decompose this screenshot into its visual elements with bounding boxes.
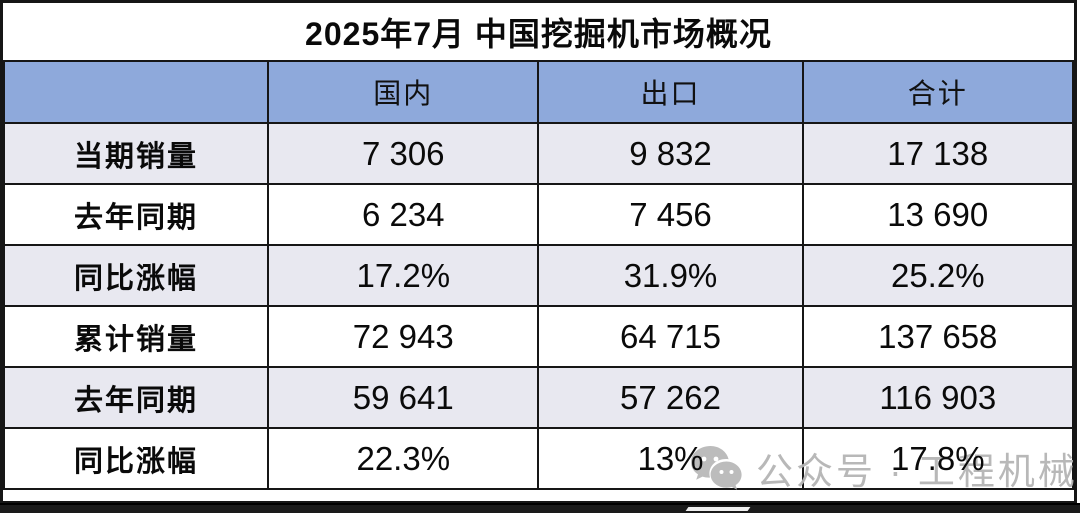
- table-row: 去年同期 6 234 7 456 13 690: [2, 183, 1075, 246]
- row-label-last-year: 去年同期: [2, 183, 270, 246]
- row-label-last-year-cumulative: 去年同期: [2, 366, 270, 429]
- header-total: 合计: [801, 60, 1075, 124]
- table-row: 同比涨幅 22.3% 13% 17.8%: [2, 427, 1075, 490]
- table-row: 累计销量 72 943 64 715 137 658: [2, 305, 1075, 368]
- header-export: 出口: [537, 60, 804, 124]
- bottom-border-bar: [0, 503, 1080, 513]
- header-empty-cell: [2, 60, 270, 124]
- table-row: 当期销量 7 306 9 832 17 138: [2, 122, 1075, 185]
- row-label-cumulative-sales: 累计销量: [2, 305, 270, 368]
- cell-value: 72 943: [267, 305, 540, 368]
- excavator-market-table: 国内 出口 合计 当期销量 7 306 9 832 17 138 去年同期 6 …: [2, 60, 1075, 490]
- cell-value: 17.8%: [801, 427, 1075, 490]
- row-label-current-sales: 当期销量: [2, 122, 270, 185]
- page-title: 2025年7月 中国挖掘机市场概况: [3, 3, 1074, 60]
- cell-value: 31.9%: [537, 244, 804, 307]
- cell-value: 22.3%: [267, 427, 540, 490]
- market-table-frame: 2025年7月 中国挖掘机市场概况 国内 出口 合计 当期销量 7 306 9 …: [0, 0, 1077, 504]
- cell-value: 17.2%: [267, 244, 540, 307]
- table-row: 同比涨幅 17.2% 31.9% 25.2%: [2, 244, 1075, 307]
- cell-value: 57 262: [537, 366, 804, 429]
- cell-value: 25.2%: [801, 244, 1075, 307]
- row-label-yoy-growth: 同比涨幅: [2, 244, 270, 307]
- cell-value: 6 234: [267, 183, 540, 246]
- cell-value: 7 306: [267, 122, 540, 185]
- header-domestic: 国内: [267, 60, 540, 124]
- table-row: 去年同期 59 641 57 262 116 903: [2, 366, 1075, 429]
- cell-value: 17 138: [801, 122, 1075, 185]
- row-label-yoy-growth-cumulative: 同比涨幅: [2, 427, 270, 490]
- cell-value: 59 641: [267, 366, 540, 429]
- table-header-row: 国内 出口 合计: [2, 60, 1075, 124]
- cell-value: 137 658: [801, 305, 1075, 368]
- cell-value: 9 832: [537, 122, 804, 185]
- cell-value: 13%: [537, 427, 804, 490]
- bottom-bar-highlight: [685, 507, 751, 511]
- cell-value: 116 903: [801, 366, 1075, 429]
- cell-value: 64 715: [537, 305, 804, 368]
- cell-value: 13 690: [801, 183, 1075, 246]
- cell-value: 7 456: [537, 183, 804, 246]
